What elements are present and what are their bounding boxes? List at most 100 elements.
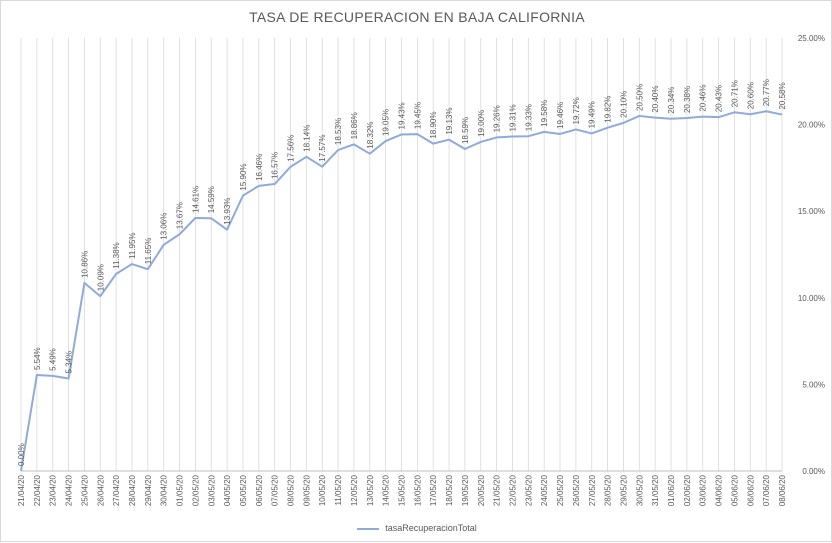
- data-label: 19.13%: [445, 108, 454, 135]
- data-point: [67, 377, 71, 381]
- data-label: 5.54%: [33, 347, 42, 370]
- x-tick-label: 14/05/20: [382, 474, 391, 506]
- x-tick-label: 21/05/20: [493, 474, 502, 506]
- data-point: [732, 110, 736, 114]
- data-label: 19.46%: [556, 102, 565, 129]
- data-label: 19.72%: [572, 97, 581, 124]
- data-label: 20.10%: [619, 91, 628, 118]
- data-label: 15.90%: [239, 163, 248, 190]
- data-point: [82, 281, 86, 285]
- data-point: [621, 121, 625, 125]
- x-tick-label: 24/04/20: [65, 474, 74, 506]
- data-point: [495, 135, 499, 139]
- x-tick-label: 05/05/20: [239, 474, 248, 506]
- grid-lines: [20, 38, 783, 471]
- x-tick-label: 24/05/20: [540, 474, 549, 506]
- data-label: 10.09%: [96, 264, 105, 291]
- data-point: [320, 165, 324, 169]
- x-tick-label: 22/05/20: [508, 474, 517, 506]
- data-point: [336, 148, 340, 152]
- x-tick-label: 03/06/20: [699, 474, 708, 506]
- legend-label: tasaRecuperacionTotal: [385, 523, 477, 533]
- data-label: 16.57%: [271, 152, 280, 179]
- data-label: 20.34%: [667, 87, 676, 114]
- y-tick-label: 5.00%: [802, 380, 825, 389]
- data-label: 5.49%: [49, 348, 58, 371]
- y-tick-label: 10.00%: [798, 294, 825, 303]
- data-label: 20.38%: [683, 86, 692, 113]
- data-label: 19.49%: [588, 101, 597, 128]
- series-line-path: [20, 110, 783, 472]
- x-tick-label: 09/05/20: [302, 474, 311, 506]
- data-label: 17.57%: [318, 135, 327, 162]
- x-tick-label: 07/05/20: [271, 474, 280, 506]
- x-tick-label: 26/05/20: [572, 474, 581, 506]
- x-tick-label: 16/05/20: [413, 474, 422, 506]
- x-tick-label: 25/05/20: [556, 474, 565, 506]
- data-label: 14.61%: [191, 186, 200, 213]
- data-point: [701, 115, 705, 119]
- x-tick-label: 23/05/20: [524, 474, 533, 506]
- data-point: [447, 138, 451, 142]
- data-label: 14.59%: [207, 186, 216, 213]
- data-point: [225, 228, 229, 232]
- data-point: [606, 126, 610, 130]
- data-label: 19.05%: [382, 109, 391, 136]
- x-tick-label: 08/05/20: [287, 474, 296, 506]
- data-point: [748, 112, 752, 116]
- x-tick-label: 30/05/20: [635, 474, 644, 506]
- data-point: [98, 294, 102, 298]
- x-tick-label: 19/05/20: [461, 474, 470, 506]
- x-tick-label: 12/05/20: [350, 474, 359, 506]
- data-label: 19.82%: [604, 96, 613, 123]
- data-label: 19.58%: [540, 100, 549, 127]
- x-tick-label: 06/06/20: [746, 474, 755, 506]
- x-tick-label: 13/05/20: [366, 474, 375, 506]
- data-label: 19.33%: [524, 104, 533, 131]
- data-point: [463, 147, 467, 151]
- x-tick-label: 02/06/20: [683, 474, 692, 506]
- y-tick-label: 25.00%: [798, 34, 825, 43]
- x-tick-label: 28/05/20: [604, 474, 613, 506]
- data-point: [400, 132, 404, 136]
- x-tick-label: 20/05/20: [477, 474, 486, 506]
- data-label: 0.00%: [17, 443, 26, 466]
- data-label: 18.32%: [366, 122, 375, 149]
- legend-swatch: [357, 527, 380, 530]
- x-tick-label: 23/04/20: [49, 474, 58, 506]
- data-label: 17.56%: [287, 135, 296, 162]
- data-point: [415, 132, 419, 136]
- data-label: 13.06%: [160, 213, 169, 240]
- data-point: [114, 272, 118, 276]
- x-tick-label: 06/05/20: [255, 474, 264, 506]
- x-tick-label: 18/05/20: [445, 474, 454, 506]
- data-label: 18.14%: [302, 125, 311, 152]
- axes: 0.00% 5.00% 10.00% 15.00% 20.00% 25.00% 21/04/…: [17, 34, 825, 506]
- data-point: [146, 267, 150, 271]
- x-tick-label: 17/05/20: [429, 474, 438, 506]
- data-label: 13.93%: [223, 198, 232, 225]
- x-tick-label: 26/04/20: [96, 474, 105, 506]
- data-label: 18.59%: [461, 117, 470, 144]
- x-tick-label: 21/04/20: [17, 474, 26, 506]
- legend[interactable]: tasaRecuperacionTotal: [1, 523, 832, 533]
- data-labels: 0.00% 5.54% 5.49% 5.34% 10.86% 10.09% 11.38% 11…: [17, 79, 787, 466]
- data-label: 20.71%: [730, 80, 739, 107]
- data-point: [178, 232, 182, 236]
- x-tick-label: 04/05/20: [223, 474, 232, 506]
- data-label: 19.43%: [398, 102, 407, 129]
- y-tick-label: 20.00%: [798, 121, 825, 130]
- y-tick-label: 15.00%: [798, 207, 825, 216]
- data-point: [193, 216, 197, 220]
- data-point: [384, 139, 388, 143]
- data-label: 11.38%: [112, 242, 121, 269]
- data-point: [130, 262, 134, 266]
- data-label: 11.65%: [144, 238, 153, 265]
- data-label: 20.60%: [746, 82, 755, 109]
- data-point: [241, 194, 245, 198]
- y-tick-label: 0.00%: [802, 467, 825, 476]
- data-point: [289, 165, 293, 169]
- data-label: 18.86%: [350, 112, 359, 139]
- data-label: 19.26%: [493, 105, 502, 132]
